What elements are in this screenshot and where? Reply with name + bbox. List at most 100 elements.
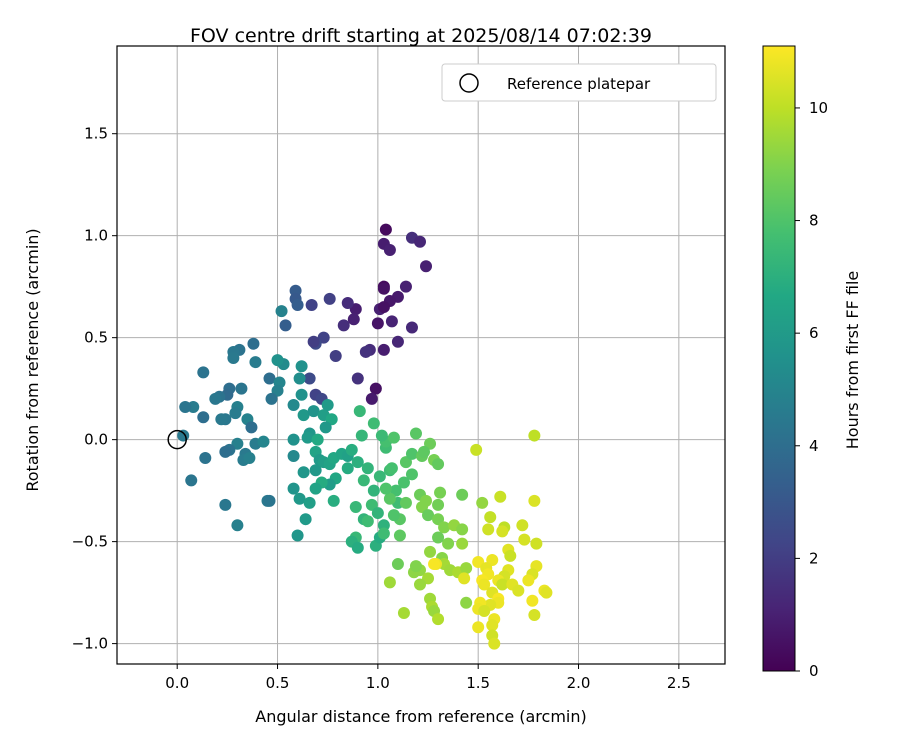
data-point xyxy=(422,509,435,522)
colorbar-tick-label: 4 xyxy=(809,437,819,455)
y-tick-label: 1.0 xyxy=(84,227,108,245)
colorbar-tick-label: 6 xyxy=(809,324,819,342)
y-tick-label: −0.5 xyxy=(72,533,108,551)
reference-platepar-marker xyxy=(167,429,187,450)
data-point xyxy=(397,476,410,489)
data-point xyxy=(409,427,422,440)
x-tick-label: 1.0 xyxy=(366,674,390,692)
data-point xyxy=(301,431,314,444)
data-point xyxy=(460,562,473,575)
data-point xyxy=(424,545,437,558)
data-point xyxy=(397,607,410,620)
colorbar-tick-label: 2 xyxy=(809,549,819,567)
data-point xyxy=(215,413,228,426)
colorbar-ticks: 0 2 4 6 8 10 xyxy=(795,99,828,680)
data-point xyxy=(470,443,483,456)
y-tick-label: 1.5 xyxy=(84,125,108,143)
data-point xyxy=(309,482,322,495)
data-point xyxy=(351,456,364,469)
data-point xyxy=(387,431,400,444)
data-point xyxy=(337,319,350,332)
data-point xyxy=(393,529,406,542)
data-point xyxy=(307,405,320,418)
data-point xyxy=(512,584,525,597)
data-point xyxy=(235,382,248,395)
data-point xyxy=(428,558,441,571)
data-point xyxy=(245,421,258,434)
data-point xyxy=(385,315,398,328)
data-point xyxy=(287,433,300,446)
data-point xyxy=(297,409,310,422)
data-point xyxy=(185,474,198,487)
data-point xyxy=(405,447,418,460)
data-point xyxy=(486,619,499,632)
data-point xyxy=(488,637,501,650)
legend-open-circle-icon xyxy=(459,73,479,93)
plot-frame xyxy=(116,45,726,665)
data-point xyxy=(379,223,392,236)
data-point xyxy=(432,531,445,544)
data-point xyxy=(528,494,541,507)
data-point xyxy=(321,398,334,411)
data-point xyxy=(305,299,318,312)
data-point xyxy=(494,490,507,503)
data-point xyxy=(351,372,364,385)
legend-box xyxy=(441,63,717,102)
data-point xyxy=(293,492,306,505)
x-tick-label: 2.0 xyxy=(567,674,591,692)
data-point xyxy=(438,521,451,534)
data-point xyxy=(377,527,390,540)
data-point xyxy=(303,496,316,509)
data-point xyxy=(391,335,404,348)
data-point xyxy=(319,421,332,434)
data-point xyxy=(383,576,396,589)
data-point xyxy=(345,443,358,456)
data-point xyxy=(323,292,336,305)
data-point xyxy=(303,372,316,385)
data-point xyxy=(504,549,517,562)
data-point xyxy=(472,621,485,634)
x-tick-label: 0.0 xyxy=(165,674,189,692)
data-point xyxy=(399,496,412,509)
data-point xyxy=(309,464,322,477)
data-point xyxy=(385,462,398,475)
data-point xyxy=(249,356,262,369)
data-point xyxy=(383,243,396,256)
data-point xyxy=(530,537,543,550)
x-tick-label: 2.5 xyxy=(667,674,691,692)
colorbar: 0 2 4 6 8 10 Hours from first FF file xyxy=(762,45,862,680)
data-point xyxy=(522,574,535,587)
data-point xyxy=(482,523,495,536)
data-point xyxy=(478,604,491,617)
data-point xyxy=(365,392,378,405)
data-point xyxy=(387,509,400,522)
data-point xyxy=(199,452,212,464)
colorbar-tick-label: 8 xyxy=(809,212,819,230)
data-point xyxy=(271,354,284,367)
data-point xyxy=(287,398,300,411)
data-point xyxy=(496,578,509,591)
data-point xyxy=(341,296,354,309)
data-point xyxy=(371,507,384,520)
data-point xyxy=(518,533,531,546)
data-point xyxy=(349,500,362,513)
data-point xyxy=(375,429,388,442)
data-point xyxy=(528,609,541,622)
data-point xyxy=(528,429,541,442)
data-point xyxy=(287,449,300,462)
data-point xyxy=(367,484,380,497)
data-point xyxy=(442,537,455,550)
data-point xyxy=(287,482,300,495)
data-point xyxy=(263,372,276,385)
data-point xyxy=(279,319,292,332)
data-point xyxy=(291,529,304,542)
data-point xyxy=(413,235,426,248)
data-point xyxy=(231,519,244,532)
chart-title: FOV centre drift starting at 2025/08/14 … xyxy=(190,25,652,47)
data-point xyxy=(357,474,370,487)
data-point xyxy=(460,596,473,609)
data-point xyxy=(229,407,242,420)
data-point xyxy=(243,452,256,464)
data-point xyxy=(409,560,422,573)
x-axis-label: Angular distance from reference (arcmin) xyxy=(255,707,586,726)
